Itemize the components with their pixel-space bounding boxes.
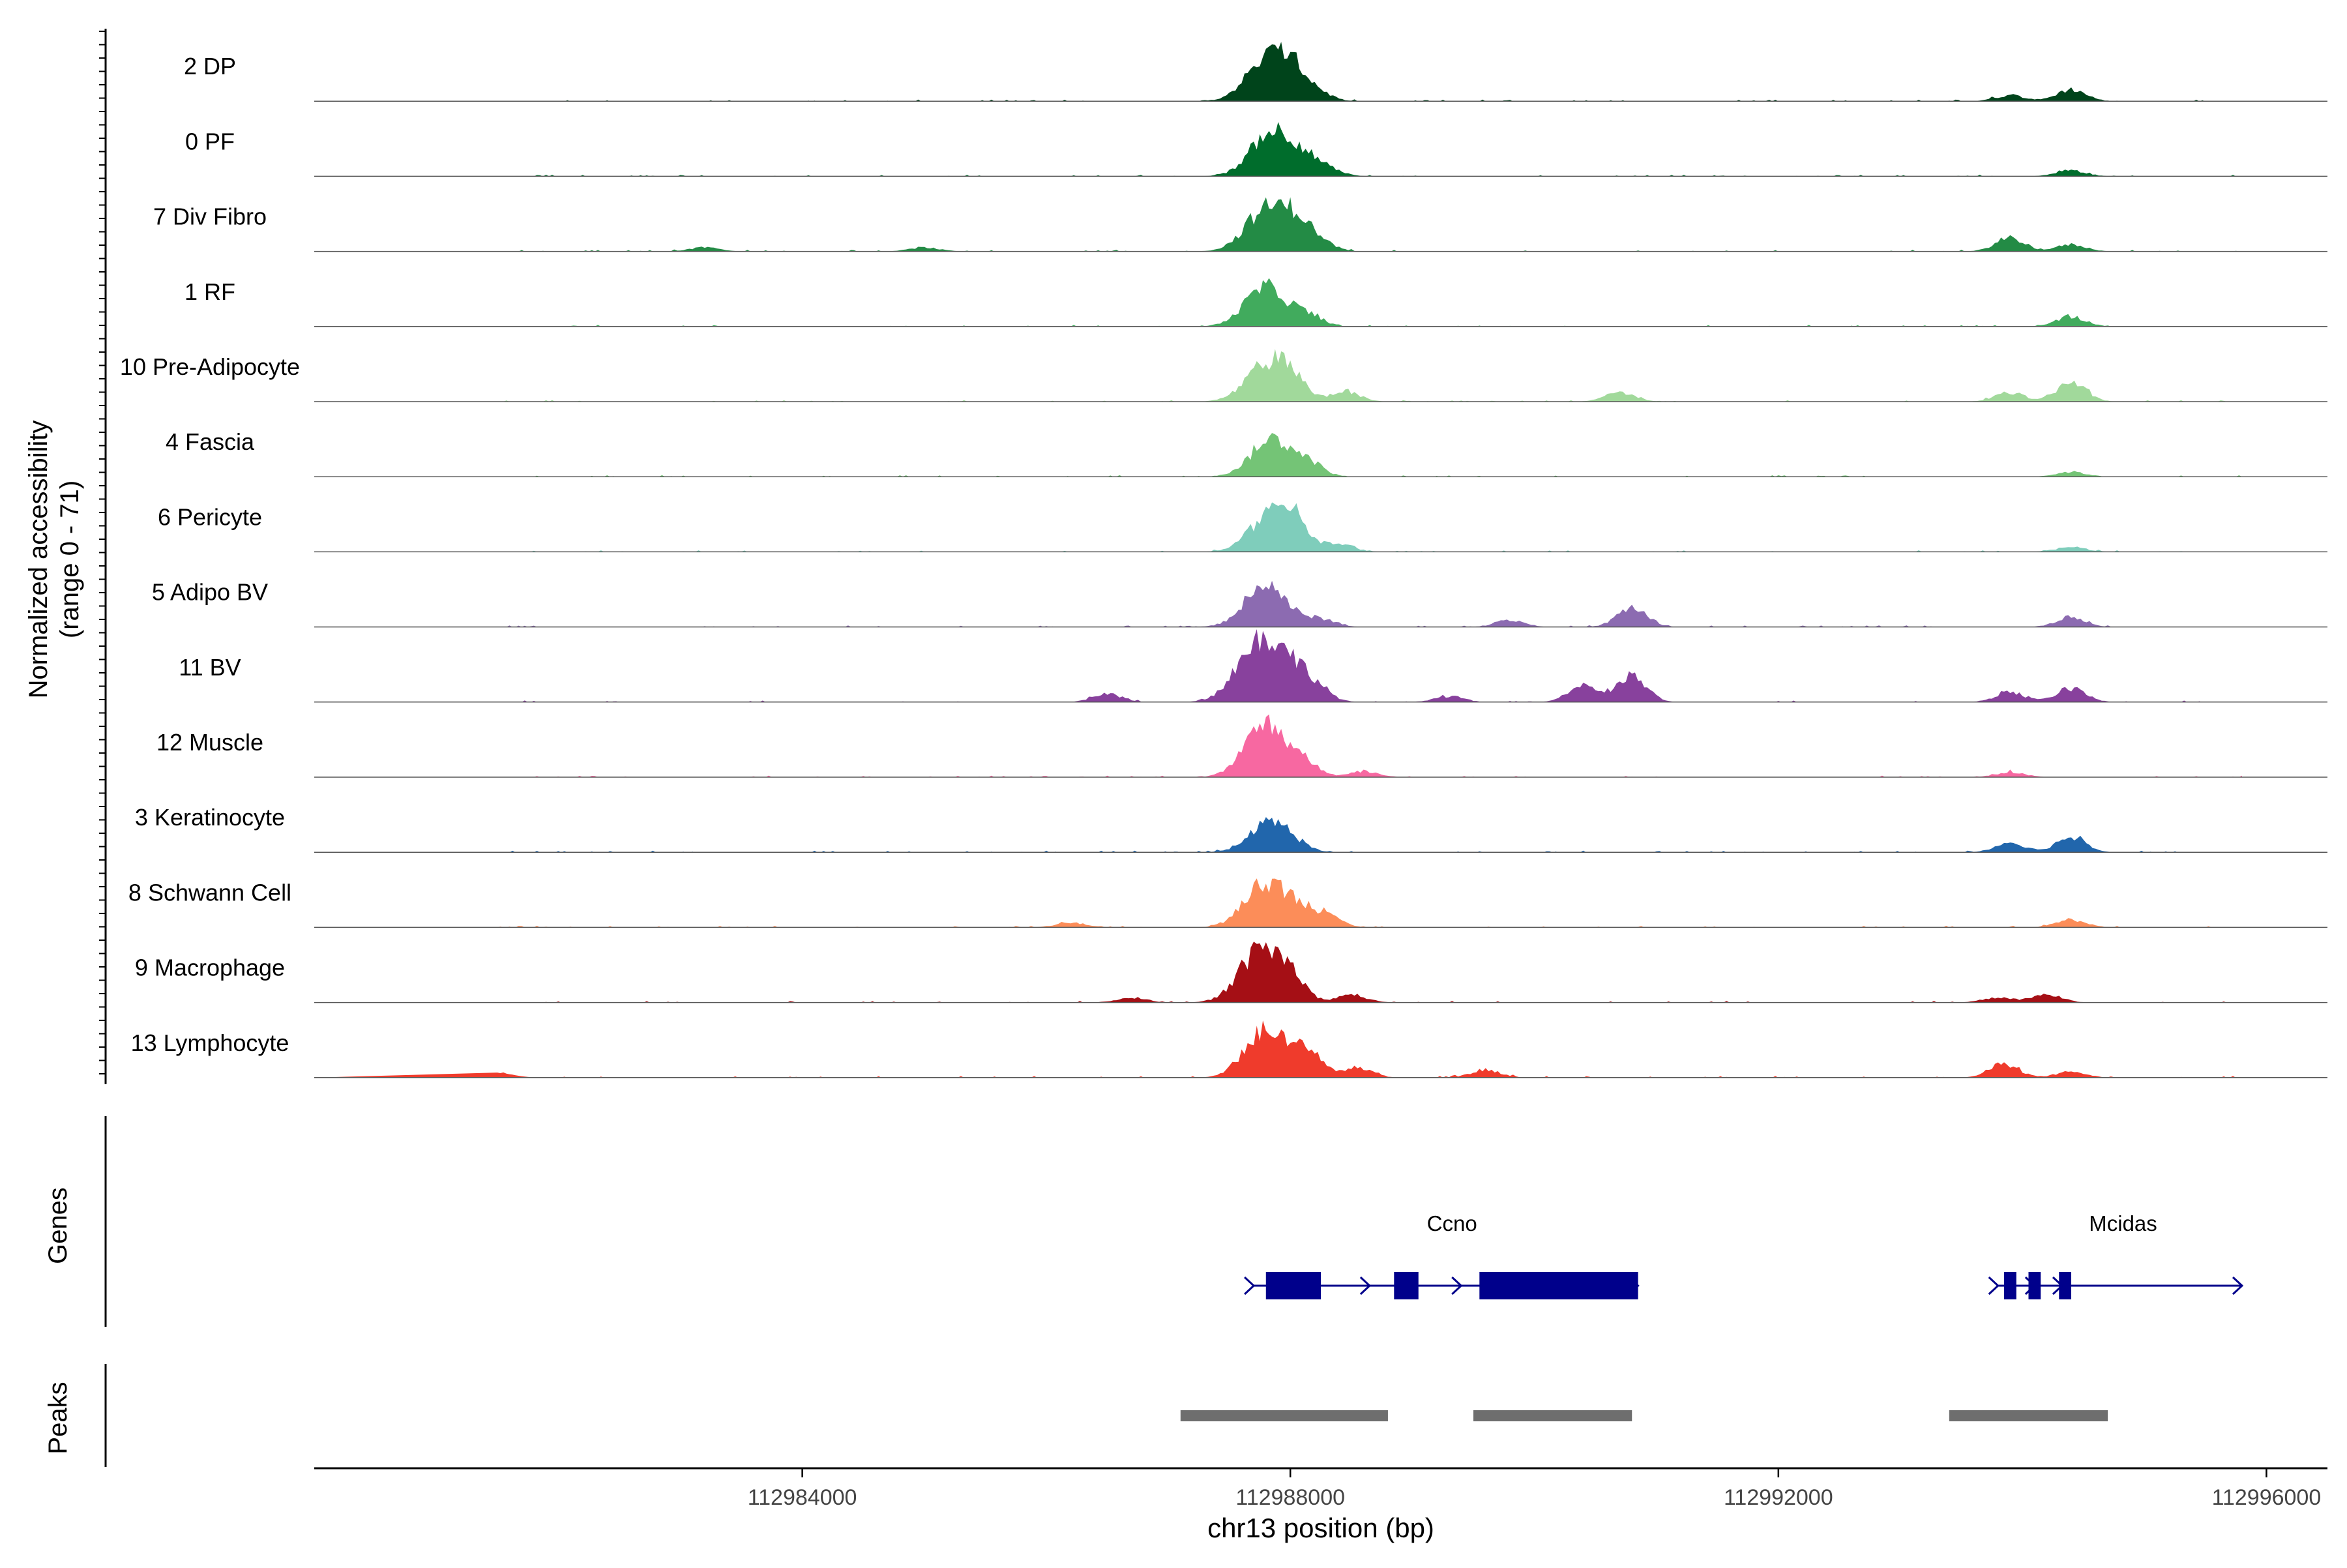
track-12-muscle: 12 Muscle <box>156 714 2327 778</box>
y-axis-label-line1: Normalized accessibility <box>24 421 53 699</box>
coverage-area <box>314 580 2242 627</box>
x-axis-label: chr13 position (bp) <box>1207 1513 1434 1543</box>
coverage-area <box>314 1020 2242 1078</box>
peak-region-bar <box>1180 1410 1388 1421</box>
strand-arrow <box>1244 1276 1256 1295</box>
track-label: 0 PF <box>185 128 235 155</box>
strand-arrow <box>2024 1276 2037 1295</box>
coverage-area <box>314 629 2242 702</box>
coverage-area <box>314 122 2242 177</box>
track-label: 7 Div Fibro <box>153 203 267 230</box>
x-tick-label: 112996000 <box>2212 1485 2322 1510</box>
x-tick-label: 112984000 <box>748 1485 857 1510</box>
track-5-adipo-bv: 5 Adipo BV <box>152 579 2327 628</box>
track-label: 8 Schwann Cell <box>128 879 291 906</box>
track-11-bv: 11 BV <box>179 629 2327 703</box>
strand-arrow <box>1988 1276 2000 1295</box>
gene-exon <box>1479 1272 1638 1299</box>
coverage-area <box>314 714 2242 777</box>
coverage-tracks: 2 DP 0 PF 7 Div Fibro 1 RF 10 Pre-Adipocyte 4… <box>120 42 2327 1078</box>
gene-exon <box>1394 1272 1419 1299</box>
gene-name-label: Mcidas <box>2089 1211 2157 1235</box>
strand-arrow <box>1451 1276 1463 1295</box>
gene-ccno: Ccno <box>1244 1211 1640 1299</box>
track-label: 9 Macrophage <box>135 954 285 981</box>
gene-name-label: Ccno <box>1427 1211 1477 1235</box>
track-label: 4 Fascia <box>166 428 255 455</box>
x-tick-label: 112988000 <box>1235 1485 1345 1510</box>
peak-region-track <box>104 1364 2108 1467</box>
coverage-area <box>314 502 2242 552</box>
strand-arrow <box>2052 1276 2064 1295</box>
y-axis-label-line2: (range 0 - 71) <box>55 481 84 638</box>
track-7-div-fibro: 7 Div Fibro <box>153 197 2327 252</box>
strand-arrow <box>2232 1276 2244 1295</box>
coverage-area <box>314 878 2242 928</box>
coverage-area <box>314 433 2242 477</box>
gene-mcidas: Mcidas <box>1988 1211 2244 1299</box>
x-axis: 112984000 112988000 112992000 112996000 <box>314 1467 2327 1510</box>
genes-panel-label: Genes <box>44 1187 72 1264</box>
track-1-rf: 1 RF <box>185 278 2327 327</box>
track-10-pre-adipocyte: 10 Pre-Adipocyte <box>120 349 2327 402</box>
x-tick-label: 112992000 <box>1724 1485 1833 1510</box>
coverage-area <box>314 278 2242 327</box>
track-label: 12 Muscle <box>156 729 263 756</box>
track-label: 11 BV <box>179 654 241 681</box>
gene-exon <box>1265 1272 1321 1299</box>
track-6-pericyte: 6 Pericyte <box>158 502 2327 553</box>
track-3-keratinocyte: 3 Keratinocyte <box>135 804 2327 853</box>
strand-arrow <box>1628 1276 1640 1295</box>
track-2-dp: 2 DP <box>184 42 2327 102</box>
track-label: 1 RF <box>185 278 235 305</box>
gene-exon <box>2059 1272 2071 1299</box>
track-13-lymphocyte: 13 Lymphocyte <box>131 1020 2327 1078</box>
track-9-macrophage: 9 Macrophage <box>135 941 2327 1003</box>
track-label: 10 Pre-Adipocyte <box>120 353 300 380</box>
peaks-panel-label: Peaks <box>44 1382 72 1454</box>
coverage-area <box>314 42 2242 102</box>
track-0-pf: 0 PF <box>185 122 2327 177</box>
track-label: 3 Keratinocyte <box>135 804 285 831</box>
gene-exon <box>2004 1272 2016 1299</box>
coverage-area <box>314 817 2242 853</box>
track-4-fascia: 4 Fascia <box>166 428 2327 477</box>
coverage-area <box>314 941 2242 1003</box>
peak-region-bar <box>1473 1410 1632 1421</box>
coverage-area <box>314 197 2242 252</box>
track-label: 2 DP <box>184 53 236 80</box>
y-axis-ticks <box>99 29 107 1084</box>
peak-region-bar <box>1949 1410 2108 1421</box>
track-label: 5 Adipo BV <box>152 579 268 606</box>
strand-arrow <box>1359 1276 1372 1295</box>
gene-annotation-track: Ccno Mcidas <box>104 1116 2244 1327</box>
coverage-area <box>314 349 2242 402</box>
track-label: 6 Pericyte <box>158 503 262 530</box>
track-8-schwann-cell: 8 Schwann Cell <box>128 878 2327 928</box>
track-label: 13 Lymphocyte <box>131 1029 289 1056</box>
